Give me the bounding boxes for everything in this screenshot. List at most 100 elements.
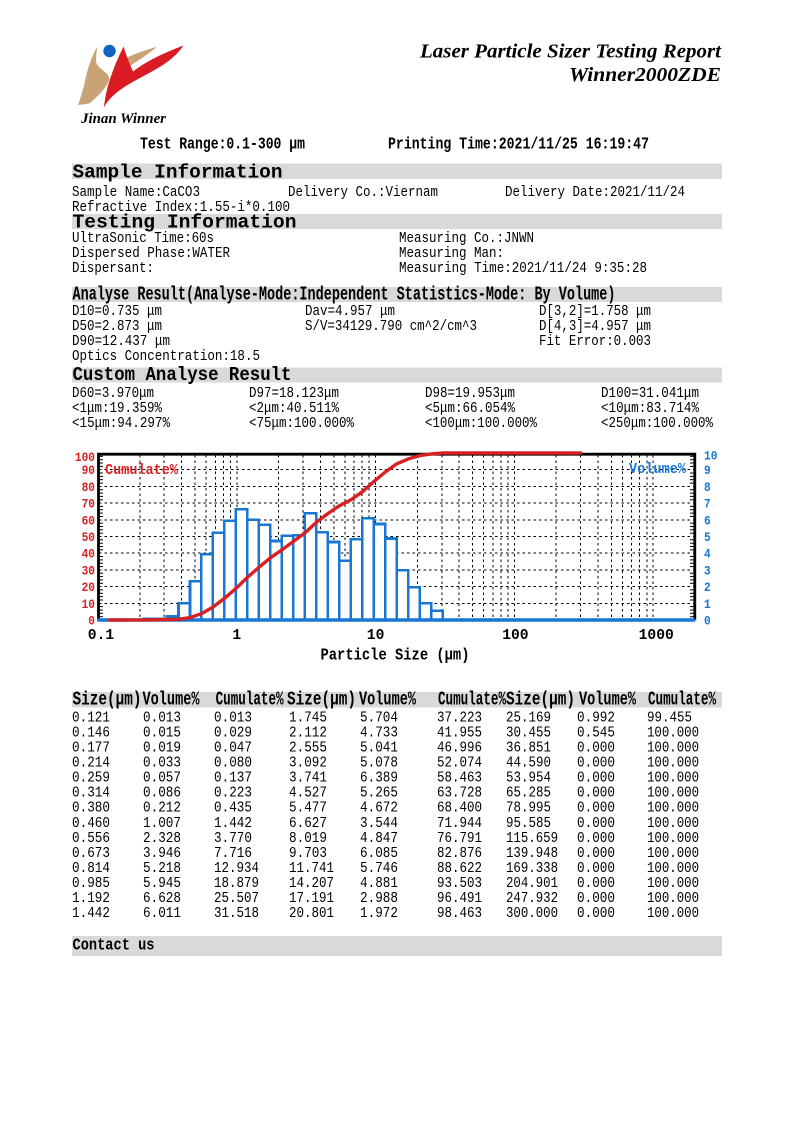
svg-text:6.627: 6.627: [289, 815, 327, 832]
svg-text:6.085: 6.085: [360, 845, 398, 862]
svg-text:0.019: 0.019: [143, 740, 181, 757]
svg-text:100.000: 100.000: [647, 740, 699, 757]
svg-text:0.314: 0.314: [72, 785, 110, 802]
svg-text:95.585: 95.585: [506, 815, 551, 832]
svg-text:99.455: 99.455: [647, 710, 692, 727]
svg-text:10: 10: [704, 449, 718, 464]
svg-text:53.954: 53.954: [506, 770, 551, 787]
svg-text:90: 90: [82, 463, 96, 478]
svg-text:300.000: 300.000: [506, 905, 558, 922]
svg-text:100.000: 100.000: [647, 725, 699, 742]
svg-text:100.000: 100.000: [647, 770, 699, 787]
svg-text:Laser Particle Sizer Testing R: Laser Particle Sizer Testing Report: [419, 42, 722, 63]
svg-text:7.716: 7.716: [214, 845, 252, 862]
svg-text:1.442: 1.442: [72, 905, 110, 922]
svg-text:Measuring Man:: Measuring Man:: [399, 245, 504, 262]
svg-text:D60=3.970μm: D60=3.970μm: [72, 385, 154, 402]
svg-text:0.556: 0.556: [72, 830, 110, 847]
svg-text:Cumulate%: Cumulate%: [105, 462, 179, 479]
svg-text:17.191: 17.191: [289, 890, 334, 907]
svg-text:5.945: 5.945: [143, 875, 181, 892]
svg-text:<2μm:40.511%: <2μm:40.511%: [249, 400, 340, 417]
svg-text:Volume%: Volume%: [143, 689, 200, 711]
svg-text:100.000: 100.000: [647, 890, 699, 907]
svg-text:6: 6: [704, 513, 711, 528]
svg-text:8.019: 8.019: [289, 830, 327, 847]
svg-text:0.435: 0.435: [214, 800, 252, 817]
svg-text:9: 9: [704, 463, 711, 478]
svg-text:D90=12.437 μm: D90=12.437 μm: [72, 333, 170, 350]
svg-text:0.137: 0.137: [214, 770, 252, 787]
svg-text:Size(μm): Size(μm): [506, 689, 575, 711]
svg-text:100.000: 100.000: [647, 830, 699, 847]
svg-text:1.007: 1.007: [143, 815, 181, 832]
svg-text:Sample Information: Sample Information: [73, 162, 283, 184]
svg-text:Test Range:0.1-300 μm: Test Range:0.1-300 μm: [140, 136, 305, 155]
svg-text:7: 7: [704, 497, 711, 512]
svg-text:204.901: 204.901: [506, 875, 558, 892]
svg-text:4.527: 4.527: [289, 785, 327, 802]
svg-text:D[4,3]=4.957 μm: D[4,3]=4.957 μm: [539, 318, 651, 335]
svg-text:2.112: 2.112: [289, 725, 327, 742]
svg-text:1000: 1000: [639, 627, 674, 644]
svg-text:5.041: 5.041: [360, 740, 398, 757]
svg-text:Contact us: Contact us: [73, 937, 155, 956]
svg-text:20.801: 20.801: [289, 905, 334, 922]
svg-text:Analyse Result(Analyse-Mode:In: Analyse Result(Analyse-Mode:Independent …: [73, 284, 616, 306]
svg-text:Size(μm): Size(μm): [287, 689, 356, 711]
svg-text:4.881: 4.881: [360, 875, 398, 892]
svg-text:44.590: 44.590: [506, 755, 551, 772]
svg-text:50: 50: [82, 530, 96, 545]
svg-text:46.996: 46.996: [437, 740, 482, 757]
svg-text:14.207: 14.207: [289, 875, 334, 892]
svg-text:100.000: 100.000: [647, 875, 699, 892]
svg-text:1: 1: [704, 597, 711, 612]
svg-text:4.733: 4.733: [360, 725, 398, 742]
svg-text:5.746: 5.746: [360, 860, 398, 877]
svg-text:100.000: 100.000: [647, 800, 699, 817]
svg-text:96.491: 96.491: [437, 890, 482, 907]
svg-text:8: 8: [704, 480, 711, 495]
svg-text:0.1: 0.1: [88, 627, 114, 644]
svg-text:76.791: 76.791: [437, 830, 482, 847]
svg-text:0.259: 0.259: [72, 770, 110, 787]
svg-text:0: 0: [704, 614, 711, 629]
svg-text:88.622: 88.622: [437, 860, 482, 877]
svg-text:D10=0.735 μm: D10=0.735 μm: [72, 303, 162, 320]
svg-text:10: 10: [367, 627, 385, 644]
svg-text:2.328: 2.328: [143, 830, 181, 847]
svg-text:Measuring Time:2021/11/24 9:35: Measuring Time:2021/11/24 9:35:28: [399, 260, 647, 277]
svg-text:0.000: 0.000: [577, 875, 615, 892]
svg-text:Delivery Date:2021/11/24: Delivery Date:2021/11/24: [505, 184, 685, 201]
svg-text:12.934: 12.934: [214, 860, 259, 877]
svg-text:Jinan Winner: Jinan Winner: [80, 111, 166, 127]
svg-text:2.988: 2.988: [360, 890, 398, 907]
svg-text:0.086: 0.086: [143, 785, 181, 802]
svg-text:1.745: 1.745: [289, 710, 327, 727]
svg-text:25.507: 25.507: [214, 890, 259, 907]
svg-text:100.000: 100.000: [647, 845, 699, 862]
svg-text:5.218: 5.218: [143, 860, 181, 877]
svg-text:41.955: 41.955: [437, 725, 482, 742]
svg-text:0.814: 0.814: [72, 860, 110, 877]
svg-text:Optics Concentration:18.5: Optics Concentration:18.5: [72, 348, 260, 365]
svg-text:52.074: 52.074: [437, 755, 482, 772]
svg-text:0.000: 0.000: [577, 740, 615, 757]
svg-text:0.214: 0.214: [72, 755, 110, 772]
svg-text:0.000: 0.000: [577, 890, 615, 907]
svg-text:<250μm:100.000%: <250μm:100.000%: [601, 415, 714, 432]
svg-text:1.192: 1.192: [72, 890, 110, 907]
svg-text:100.000: 100.000: [647, 755, 699, 772]
svg-text:2: 2: [704, 580, 711, 595]
svg-text:0.033: 0.033: [143, 755, 181, 772]
svg-text:0.460: 0.460: [72, 815, 110, 832]
svg-text:70: 70: [82, 497, 96, 512]
svg-text:4: 4: [704, 547, 711, 562]
svg-text:5: 5: [704, 530, 711, 545]
svg-text:<75μm:100.000%: <75μm:100.000%: [249, 415, 355, 432]
svg-text:D100=31.041μm: D100=31.041μm: [601, 385, 699, 402]
svg-text:Printing Time:2021/11/25 16:19: Printing Time:2021/11/25 16:19:47: [388, 136, 649, 155]
svg-text:169.338: 169.338: [506, 860, 558, 877]
svg-text:Cumulate%: Cumulate%: [648, 689, 716, 711]
svg-text:98.463: 98.463: [437, 905, 482, 922]
